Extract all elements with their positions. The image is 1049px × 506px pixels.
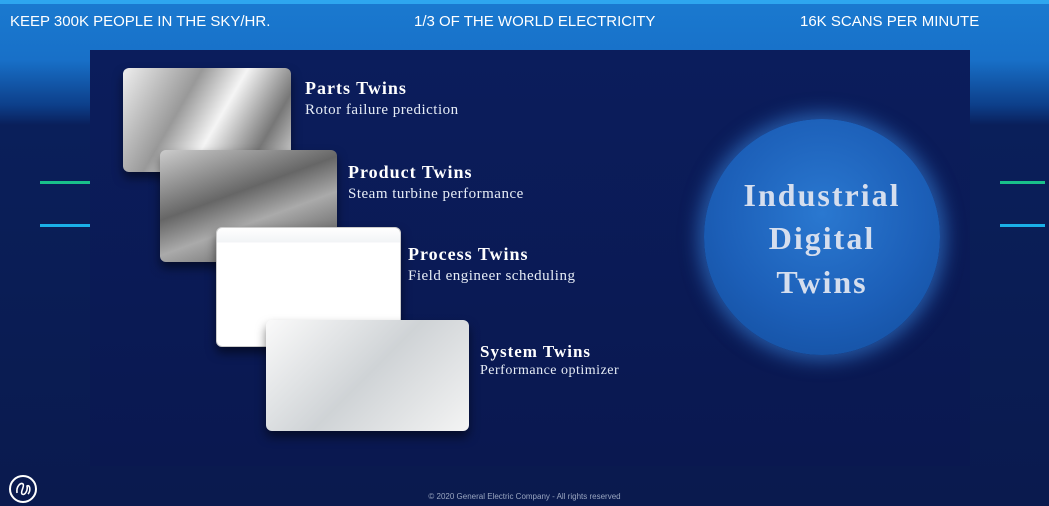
top-accent <box>0 0 1049 4</box>
circle-text: Industrial <box>704 177 940 214</box>
copyright: © 2020 General Electric Company - All ri… <box>0 492 1049 501</box>
accent-line <box>40 224 90 227</box>
twin-subtitle: Rotor failure prediction <box>305 102 459 119</box>
accent-line <box>40 181 90 184</box>
circle-text: Twins <box>704 264 940 301</box>
twin-subtitle: Steam turbine performance <box>348 186 524 203</box>
circle-text: Digital <box>704 220 940 257</box>
twin-subtitle: Field engineer scheduling <box>408 268 575 285</box>
header-item: 1/3 OF THE WORLD ELECTRICITY <box>414 13 655 30</box>
slide: KEEP 300K PEOPLE IN THE SKY/HR. 1/3 OF T… <box>0 0 1049 506</box>
accent-line <box>1000 181 1045 184</box>
highlight-circle: Industrial Digital Twins <box>704 119 940 355</box>
twin-title: Product Twins <box>348 162 473 183</box>
twin-title: System Twins <box>480 342 591 362</box>
accent-line <box>1000 224 1045 227</box>
twin-subtitle: Performance optimizer <box>480 363 619 379</box>
header-item: 16K SCANS PER MINUTE <box>800 13 979 30</box>
twin-title: Process Twins <box>408 244 529 265</box>
header-item: KEEP 300K PEOPLE IN THE SKY/HR. <box>10 13 270 30</box>
system-image <box>266 320 469 431</box>
twin-title: Parts Twins <box>305 78 407 99</box>
